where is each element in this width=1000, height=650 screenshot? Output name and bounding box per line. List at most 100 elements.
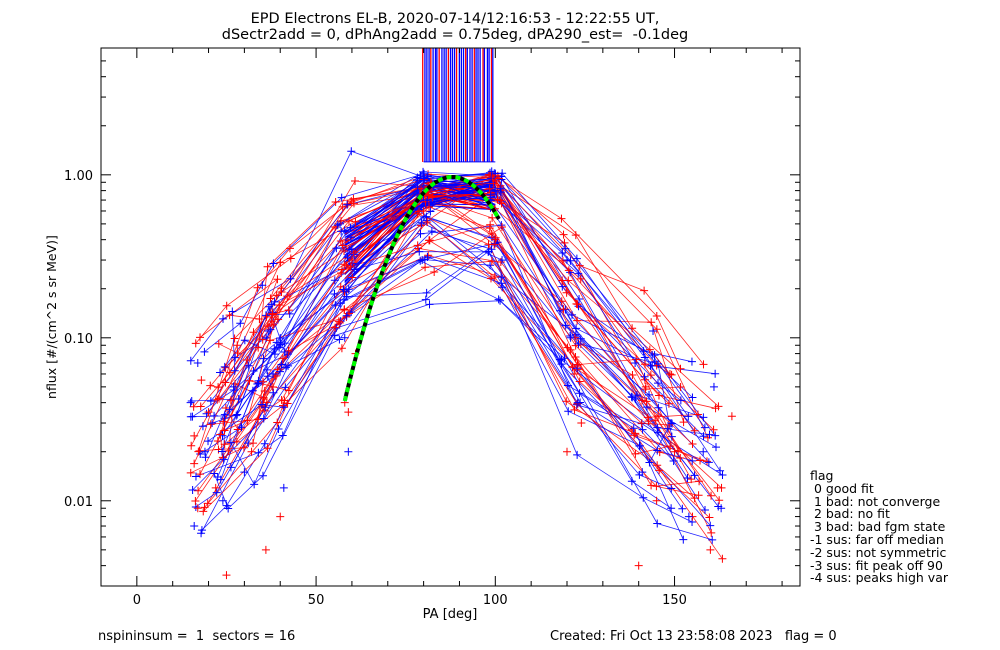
data-marker xyxy=(332,244,341,253)
data-marker xyxy=(646,361,655,370)
data-marker xyxy=(699,413,708,422)
data-marker xyxy=(652,311,661,320)
data-marker xyxy=(191,472,200,481)
legend-item: 3 bad: bad fgm state xyxy=(810,519,946,535)
data-marker xyxy=(486,274,495,283)
data-marker xyxy=(629,424,638,433)
data-marker xyxy=(270,297,279,306)
data-marker xyxy=(627,392,636,401)
data-marker xyxy=(194,486,203,495)
data-marker xyxy=(424,251,433,260)
data-marker xyxy=(258,471,267,480)
data-marker xyxy=(278,354,287,363)
data-marker xyxy=(213,395,222,404)
legend-item: 1 bad: not converge xyxy=(810,493,941,509)
data-marker xyxy=(427,227,436,236)
data-marker xyxy=(273,275,282,284)
data-marker xyxy=(187,397,196,406)
data-marker xyxy=(267,317,276,326)
data-marker xyxy=(285,244,294,253)
data-marker xyxy=(667,370,676,379)
y-tick-label: 0.10 xyxy=(64,332,93,347)
data-marker xyxy=(490,273,499,282)
data-marker xyxy=(423,218,432,227)
data-marker xyxy=(415,247,424,256)
data-marker xyxy=(254,415,263,424)
data-marker xyxy=(628,393,637,402)
data-marker xyxy=(702,457,711,466)
data-marker xyxy=(259,414,268,423)
data-marker xyxy=(212,488,221,497)
data-marker xyxy=(498,169,507,178)
data-marker xyxy=(221,378,230,387)
data-marker xyxy=(190,431,199,440)
data-marker xyxy=(486,220,495,229)
data-marker xyxy=(220,426,229,435)
data-marker xyxy=(653,519,662,528)
data-marker xyxy=(232,437,241,446)
data-marker xyxy=(220,362,229,371)
data-marker xyxy=(221,363,230,372)
data-marker xyxy=(351,217,360,226)
data-marker xyxy=(640,372,649,381)
legend-item: -2 sus: not symmetric xyxy=(810,544,947,560)
data-marker xyxy=(338,202,347,211)
data-marker xyxy=(340,246,349,255)
data-marker xyxy=(416,256,425,265)
peak-band-line xyxy=(423,186,496,189)
data-marker xyxy=(573,399,582,408)
data-marker xyxy=(196,333,205,342)
data-marker xyxy=(218,453,227,462)
data-marker xyxy=(647,481,656,490)
data-marker xyxy=(224,504,233,513)
data-marker xyxy=(562,397,571,406)
data-marker xyxy=(344,285,353,294)
data-marker xyxy=(568,310,577,319)
data-marker xyxy=(186,356,195,365)
data-marker xyxy=(274,315,283,324)
data-marker xyxy=(208,419,217,428)
data-marker xyxy=(632,355,641,364)
data-marker xyxy=(494,174,503,183)
data-marker xyxy=(564,407,573,416)
data-marker xyxy=(222,571,231,580)
data-marker xyxy=(654,428,663,437)
plot-frame xyxy=(100,47,801,587)
data-marker xyxy=(260,439,269,448)
data-marker xyxy=(249,366,258,375)
data-marker xyxy=(268,383,277,392)
data-marker xyxy=(693,410,702,419)
data-marker xyxy=(573,360,582,369)
data-marker xyxy=(226,438,235,447)
x-tick-label: 50 xyxy=(308,593,325,608)
data-marker xyxy=(688,439,697,448)
data-marker xyxy=(347,245,356,254)
data-marker xyxy=(200,503,209,512)
data-marker xyxy=(422,212,431,221)
data-marker xyxy=(575,295,584,304)
data-marker xyxy=(213,473,222,482)
data-marker xyxy=(570,369,579,378)
data-marker xyxy=(219,417,228,426)
data-marker xyxy=(188,485,197,494)
data-marker xyxy=(417,218,426,227)
data-marker xyxy=(254,376,263,385)
data-marker xyxy=(423,252,432,261)
data-marker xyxy=(413,241,422,250)
data-marker xyxy=(705,513,714,522)
data-marker xyxy=(259,354,268,363)
data-marker xyxy=(709,382,718,391)
data-marker xyxy=(263,444,272,453)
data-marker xyxy=(346,223,355,232)
data-marker xyxy=(684,512,693,521)
legend-item: 0 good fit xyxy=(810,480,874,496)
data-marker xyxy=(250,480,259,489)
data-marker xyxy=(331,323,340,332)
spectrum-line xyxy=(201,241,683,531)
data-marker xyxy=(346,262,355,271)
y-axis-label: nflux [#/(cm^2 s sr MeV)] xyxy=(44,235,59,399)
legend-header: flag xyxy=(810,468,834,483)
data-marker xyxy=(228,307,237,316)
data-marker xyxy=(489,179,498,188)
y-tick-label: 1.00 xyxy=(64,169,93,184)
